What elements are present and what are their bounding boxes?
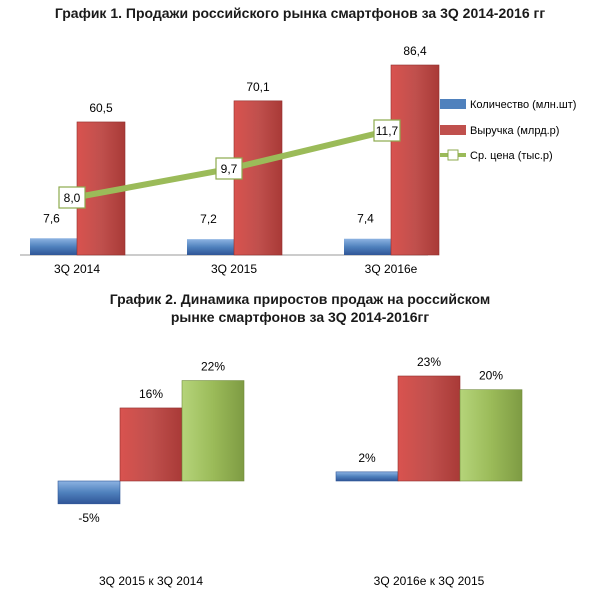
chart1-point-price xyxy=(373,119,401,142)
chart1-label-revenue: 60,5 xyxy=(89,101,113,115)
chart1-legend-label: Количество (млн.шт) xyxy=(470,99,576,111)
chart2-bar-label: 2% xyxy=(358,451,376,465)
chart1-label-price: 11,7 xyxy=(376,124,399,138)
chart2-title: График 2. Динамика приростов продаж на р… xyxy=(0,290,600,326)
chart1-legend-label: Ср. цена (тыс.р) xyxy=(470,150,553,162)
chart1-bar-quantity xyxy=(187,239,234,255)
chart1-label-revenue: 86,4 xyxy=(403,44,427,58)
chart2-bar xyxy=(397,375,461,482)
chart1-point-price xyxy=(215,157,243,180)
chart2-bar xyxy=(119,407,183,482)
chart1-point-price xyxy=(58,186,86,209)
chart1-label-quantity: 7,6 xyxy=(43,211,60,225)
chart2-bar-label: 22% xyxy=(201,360,225,374)
chart2-bar xyxy=(459,389,523,482)
chart1-legend-swatch-revenue xyxy=(440,125,466,135)
chart1-label-quantity: 7,4 xyxy=(357,212,374,226)
chart2-title-line2: рынке смартфонов за 3Q 2014-2016гг xyxy=(170,309,430,325)
chart2-bar-label: 23% xyxy=(417,355,441,369)
chart1-label-revenue: 70,1 xyxy=(246,80,270,94)
chart2-bar xyxy=(335,471,399,482)
chart2-bar-label: -5% xyxy=(78,511,100,525)
chart2-category-label: 3Q 2015 к 3Q 2014 xyxy=(99,574,203,588)
chart2-bar-label: 20% xyxy=(479,369,503,383)
chart1-label-quantity: 7,2 xyxy=(200,212,217,226)
chart1-category-label: 3Q 2016е xyxy=(365,262,418,276)
chart1-bar-revenue xyxy=(390,64,440,256)
chart2-title-line1: График 2. Динамика приростов продаж на р… xyxy=(109,291,491,307)
chart2-bar xyxy=(181,380,245,482)
chart1-category-label: 3Q 2015 xyxy=(211,262,257,276)
chart1-bar-quantity xyxy=(344,238,391,255)
chart1-legend-label: Выручка (млрд.р) xyxy=(470,125,559,137)
chart1-legend-marker-price xyxy=(447,149,459,161)
chart1-title: График 1. Продажи российского рынка смар… xyxy=(54,5,546,21)
chart1-label-price: 8,0 xyxy=(64,191,81,205)
chart1-category-label: 3Q 2014 xyxy=(54,262,100,276)
chart1-label-price: 9,7 xyxy=(221,162,238,176)
chart1-bar-quantity xyxy=(30,238,77,255)
chart2-bar xyxy=(57,480,121,505)
chart1-legend-swatch-quantity xyxy=(440,99,466,109)
chart2-category-label: 3Q 2016е к 3Q 2015 xyxy=(374,574,485,588)
chart2-bar-label: 16% xyxy=(139,387,163,401)
